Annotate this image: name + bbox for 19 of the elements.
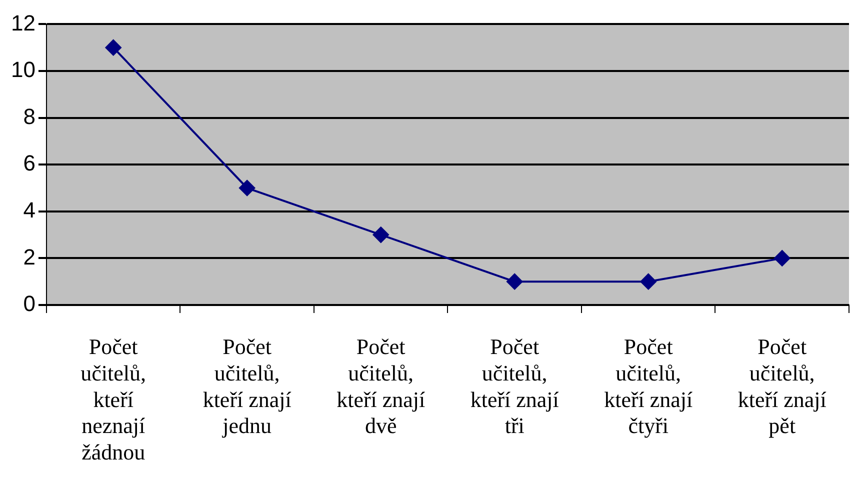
y-tick-label: 2 (23, 244, 36, 270)
point (372, 226, 389, 243)
x-tick-label: Počet učitelů, kteří znají čtyři (604, 334, 693, 438)
x-tick-label: Počet učitelů, kteří znají dvě (336, 334, 426, 438)
point (774, 250, 790, 266)
x-tick-label: Počet učitelů, kteří znají pět (738, 334, 826, 438)
y-tick-label: 4 (23, 197, 36, 222)
y-tick-label: 12 (10, 10, 36, 36)
y-tick-label: 10 (10, 57, 36, 82)
point (640, 274, 656, 290)
point (506, 274, 523, 290)
point (105, 40, 122, 56)
y-tick-label: 8 (23, 104, 36, 129)
y-tick-label: 6 (23, 150, 36, 176)
x-tick-label: Počet učitelů, kteří neznají žádnou (80, 334, 146, 465)
x-tick-label: Počet učitelů, kteří znají tři (470, 334, 559, 438)
x-tick-label: Počet učitelů, kteří znají jednu (202, 334, 292, 438)
point (239, 180, 256, 196)
y-tick-label: 0 (23, 291, 36, 316)
